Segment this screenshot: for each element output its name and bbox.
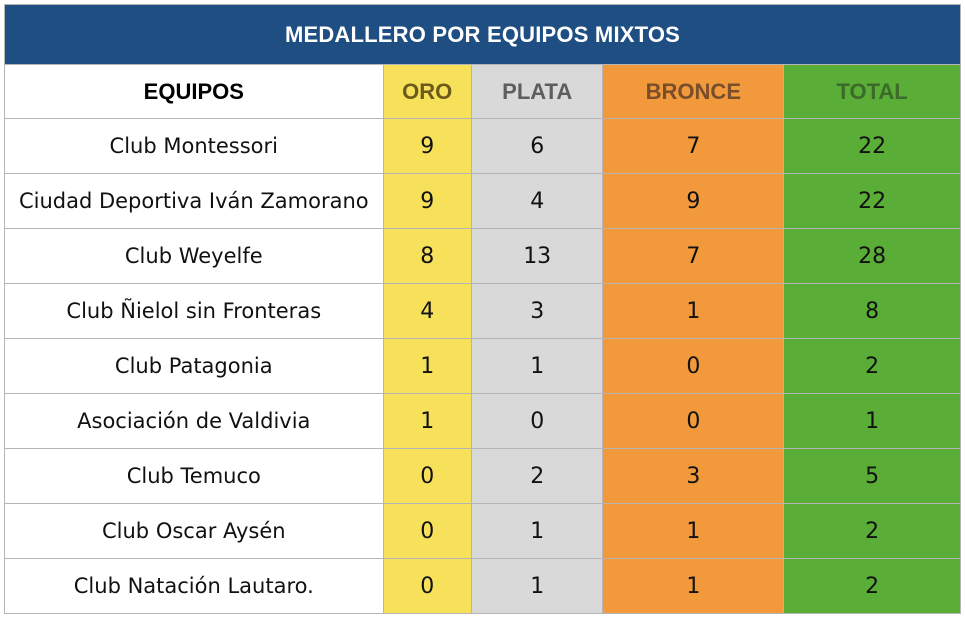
total-count: 8	[783, 283, 961, 339]
bronce-count: 1	[602, 558, 785, 614]
header-oro: ORO	[382, 64, 472, 119]
header-row: EQUIPOS ORO PLATA BRONCE TOTAL	[4, 64, 961, 119]
header-plata: PLATA	[470, 64, 604, 119]
table-row: Club Patagonia 1 1 0 2	[4, 338, 961, 394]
table-row: Club Oscar Aysén 0 1 1 2	[4, 503, 961, 559]
bronce-count: 1	[602, 503, 785, 559]
plata-count: 1	[470, 503, 604, 559]
team-name: Club Oscar Aysén	[4, 503, 384, 559]
plata-count: 4	[470, 173, 604, 229]
team-name: Ciudad Deportiva Iván Zamorano	[4, 173, 384, 229]
total-count: 2	[783, 503, 961, 559]
medal-table-container: MEDALLERO POR EQUIPOS MIXTOS EQUIPOS ORO…	[4, 4, 961, 614]
oro-count: 1	[382, 393, 472, 449]
bronce-count: 0	[602, 338, 785, 394]
total-count: 2	[783, 558, 961, 614]
header-equipos: EQUIPOS	[4, 64, 384, 119]
table-row: Club Ñielol sin Fronteras 4 3 1 8	[4, 283, 961, 339]
plata-count: 2	[470, 448, 604, 504]
table-row: Asociación de Valdivia 1 0 0 1	[4, 393, 961, 449]
bronce-count: 0	[602, 393, 785, 449]
header-bronce: BRONCE	[602, 64, 785, 119]
table-row: Ciudad Deportiva Iván Zamorano 9 4 9 22	[4, 173, 961, 229]
bronce-count: 9	[602, 173, 785, 229]
plata-count: 1	[470, 338, 604, 394]
table-row: Club Natación Lautaro. 0 1 1 2	[4, 558, 961, 614]
plata-count: 1	[470, 558, 604, 614]
bronce-count: 7	[602, 228, 785, 284]
total-count: 5	[783, 448, 961, 504]
oro-count: 9	[382, 173, 472, 229]
medal-table: MEDALLERO POR EQUIPOS MIXTOS EQUIPOS ORO…	[4, 4, 961, 614]
table-row: Club Montessori 9 6 7 22	[4, 118, 961, 174]
plata-count: 6	[470, 118, 604, 174]
header-total: TOTAL	[783, 64, 961, 119]
plata-count: 13	[470, 228, 604, 284]
team-name: Club Ñielol sin Fronteras	[4, 283, 384, 339]
oro-count: 1	[382, 338, 472, 394]
team-name: Club Weyelfe	[4, 228, 384, 284]
table-row: Club Weyelfe 8 13 7 28	[4, 228, 961, 284]
total-count: 28	[783, 228, 961, 284]
bronce-count: 7	[602, 118, 785, 174]
oro-count: 8	[382, 228, 472, 284]
oro-count: 0	[382, 503, 472, 559]
oro-count: 0	[382, 558, 472, 614]
bronce-count: 1	[602, 283, 785, 339]
team-name: Club Temuco	[4, 448, 384, 504]
team-name: Asociación de Valdivia	[4, 393, 384, 449]
bronce-count: 3	[602, 448, 785, 504]
team-name: Club Natación Lautaro.	[4, 558, 384, 614]
oro-count: 4	[382, 283, 472, 339]
total-count: 22	[783, 173, 961, 229]
table-row: Club Temuco 0 2 3 5	[4, 448, 961, 504]
team-name: Club Montessori	[4, 118, 384, 174]
total-count: 2	[783, 338, 961, 394]
oro-count: 9	[382, 118, 472, 174]
plata-count: 3	[470, 283, 604, 339]
plata-count: 0	[470, 393, 604, 449]
title-row: MEDALLERO POR EQUIPOS MIXTOS	[4, 4, 961, 65]
total-count: 1	[783, 393, 961, 449]
oro-count: 0	[382, 448, 472, 504]
team-name: Club Patagonia	[4, 338, 384, 394]
total-count: 22	[783, 118, 961, 174]
table-title: MEDALLERO POR EQUIPOS MIXTOS	[4, 4, 961, 65]
